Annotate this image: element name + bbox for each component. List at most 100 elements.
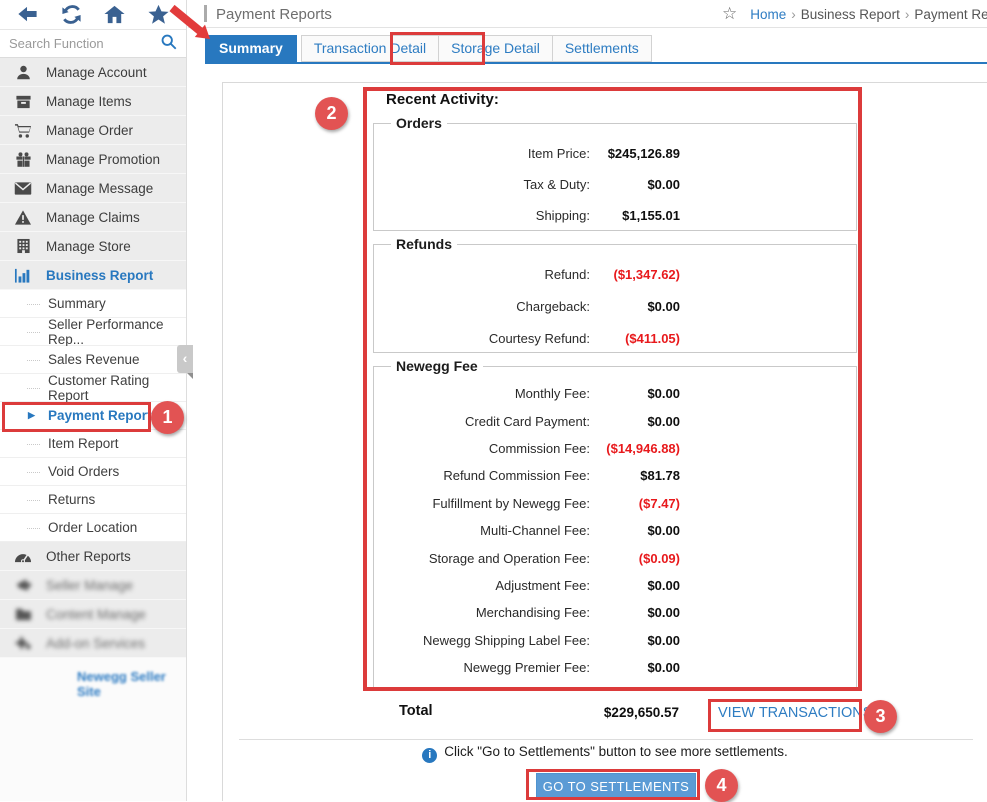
row-label: Adjustment Fee: (374, 578, 590, 593)
sidebar-item-manage-order[interactable]: Manage Order (0, 116, 186, 145)
sidebar-item-label: Other Reports (46, 549, 131, 564)
newegg-seller-site-link[interactable]: Newegg Seller Site (77, 669, 186, 699)
sidebar-item-business-report[interactable]: Business Report (0, 261, 186, 290)
bar-chart-icon (13, 267, 33, 284)
breadcrumb-separator: › (905, 7, 910, 22)
main-area: Payment Reports ☆ Home › Business Report… (188, 0, 987, 801)
row-value: $0.00 (590, 414, 680, 429)
info-icon: i (422, 748, 437, 763)
info-row: iClick "Go to Settlements" button to see… (223, 744, 987, 763)
sidebar-item-void-orders[interactable]: Void Orders (0, 458, 186, 486)
go-to-settlements-button[interactable]: GO TO SETTLEMENTS (536, 773, 696, 799)
row-value: ($411.05) (590, 331, 680, 346)
sidebar-item-label: Manage Account (46, 65, 147, 80)
tab-summary[interactable]: Summary (205, 35, 297, 62)
sidebar-item-summary[interactable]: Summary (0, 290, 186, 318)
search-input[interactable] (9, 36, 160, 51)
row-label: Commission Fee: (374, 441, 590, 456)
tab-transaction-detail[interactable]: Transaction Detail (301, 35, 439, 62)
row-value: $0.00 (590, 386, 680, 401)
sidebar: Manage Account Manage Items Manage Order… (0, 0, 187, 801)
sidebar-item-seller-performance-report[interactable]: Seller Performance Rep... (0, 318, 186, 346)
row-label: Tax & Duty: (374, 177, 590, 192)
sidebar-item-manage-promotion[interactable]: Manage Promotion (0, 145, 186, 174)
breadcrumb-current-page: Payment Re (914, 7, 987, 22)
orders-group: Orders Item Price:$245,126.89 Tax & Duty… (373, 123, 857, 231)
row-value: $1,155.01 (590, 208, 680, 223)
row-label: Courtesy Refund: (374, 331, 590, 346)
row-label: Refund Commission Fee: (374, 468, 590, 483)
annotation-arrow (166, 4, 214, 44)
summary-panel: Recent Activity: Orders Item Price:$245,… (222, 82, 987, 801)
row-label: Chargeback: (374, 299, 590, 314)
sidebar-collapse-handle[interactable]: ‹ (177, 345, 193, 373)
page-title: Payment Reports (216, 6, 332, 23)
sidebar-item-add-on-services[interactable]: Add-on Services (0, 629, 186, 658)
row-value: $0.00 (590, 578, 680, 593)
sidebar-item-label: Add-on Services (46, 636, 145, 651)
search-bar (0, 29, 186, 58)
newegg-fee-group-title: Newegg Fee (391, 358, 483, 374)
user-icon (13, 64, 33, 81)
envelope-icon (13, 181, 33, 196)
row-value: ($7.47) (590, 496, 680, 511)
page-header: Payment Reports ☆ Home › Business Report… (188, 0, 987, 28)
total-value: $229,650.57 (539, 705, 679, 720)
home-icon[interactable] (103, 3, 126, 26)
sidebar-item-label: Manage Order (46, 123, 133, 138)
view-transactions-link[interactable]: VIEW TRANSACTIONS (718, 705, 872, 721)
back-icon[interactable] (16, 3, 39, 26)
orders-group-title: Orders (391, 115, 447, 131)
refresh-icon[interactable] (60, 3, 83, 26)
sidebar-item-customer-rating-report[interactable]: Customer Rating Report (0, 374, 186, 402)
report-tabs: Summary Transaction Detail Storage Detai… (205, 35, 652, 62)
tab-settlements[interactable]: Settlements (552, 35, 652, 62)
sidebar-item-manage-items[interactable]: Manage Items (0, 87, 186, 116)
row-label: Newegg Premier Fee: (374, 660, 590, 675)
breadcrumb: ☆ Home › Business Report › Payment Re (722, 0, 987, 28)
annotation-step-3: 3 (864, 700, 897, 733)
sidebar-item-manage-store[interactable]: Manage Store (0, 232, 186, 261)
sidebar-item-seller-manage[interactable]: Seller Manage (0, 571, 186, 600)
breadcrumb-section[interactable]: Business Report (801, 7, 900, 22)
row-value: $0.00 (590, 605, 680, 620)
annotation-step-2: 2 (315, 97, 348, 130)
sidebar-item-label: Content Manage (46, 607, 146, 622)
row-label: Monthly Fee: (374, 386, 590, 401)
sidebar-item-manage-claims[interactable]: Manage Claims (0, 203, 186, 232)
refunds-group-title: Refunds (391, 236, 457, 252)
row-label: Refund: (374, 267, 590, 282)
breadcrumb-star-icon[interactable]: ☆ (722, 4, 737, 24)
row-value: ($14,946.88) (590, 441, 680, 456)
folder-icon (13, 607, 33, 621)
total-label: Total (399, 703, 433, 719)
gears-icon (13, 636, 33, 651)
row-label: Credit Card Payment: (374, 414, 590, 429)
sidebar-item-other-reports[interactable]: Other Reports (0, 542, 186, 571)
sidebar-item-label: Manage Promotion (46, 152, 160, 167)
row-label: Shipping: (374, 208, 590, 223)
row-value: $81.78 (590, 468, 680, 483)
sidebar-item-content-manage[interactable]: Content Manage (0, 600, 186, 629)
row-label: Merchandising Fee: (374, 605, 590, 620)
breadcrumb-separator: › (791, 7, 796, 22)
row-value: $0.00 (590, 299, 680, 314)
sidebar-item-order-location[interactable]: Order Location (0, 514, 186, 542)
tab-storage-detail[interactable]: Storage Detail (438, 35, 553, 62)
sidebar-item-item-report[interactable]: Item Report (0, 430, 186, 458)
sidebar-item-label: Seller Manage (46, 578, 133, 593)
row-value: $0.00 (590, 633, 680, 648)
sidebar-item-manage-account[interactable]: Manage Account (0, 58, 186, 87)
breadcrumb-home-link[interactable]: Home (750, 7, 786, 22)
sidebar-item-returns[interactable]: Returns (0, 486, 186, 514)
row-value: $245,126.89 (590, 146, 680, 161)
row-label: Multi-Channel Fee: (374, 523, 590, 538)
row-label: Newegg Shipping Label Fee: (374, 633, 590, 648)
warning-icon (13, 209, 33, 226)
row-label: Storage and Operation Fee: (374, 551, 590, 566)
row-value: $0.00 (590, 660, 680, 675)
sidebar-item-label: Manage Store (46, 239, 131, 254)
sidebar-item-manage-message[interactable]: Manage Message (0, 174, 186, 203)
sidebar-item-sales-revenue[interactable]: Sales Revenue (0, 346, 186, 374)
tabs-underline (205, 62, 987, 64)
